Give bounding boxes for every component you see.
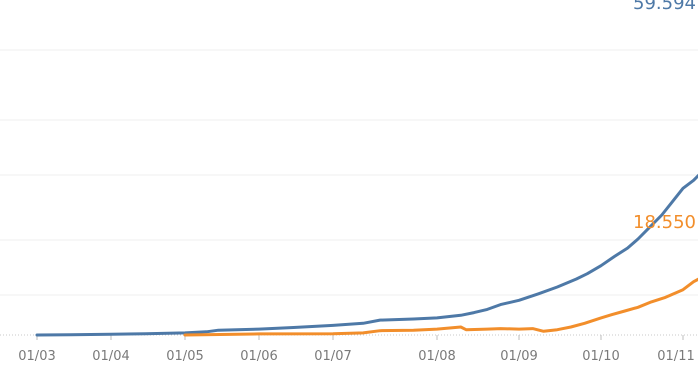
x-axis-ticks: 01/03 01/04 01/05 01/06 01/07 01/08 01/09 01/10… bbox=[18, 335, 695, 364]
x-tick-label: 01/05 bbox=[166, 349, 203, 364]
series-line-1 bbox=[35, 173, 698, 337]
series-end-label-2: 18.550 bbox=[633, 212, 696, 233]
x-tick-label: 01/08 bbox=[418, 349, 455, 364]
series-layer bbox=[35, 173, 698, 337]
x-tick-label: 01/09 bbox=[500, 349, 537, 364]
x-tick-label: 01/07 bbox=[314, 349, 351, 364]
x-tick-label: 01/04 bbox=[92, 349, 129, 364]
gridlines bbox=[0, 49, 698, 296]
x-tick-label: 01/03 bbox=[18, 349, 55, 364]
x-tick-label: 01/10 bbox=[582, 349, 619, 364]
series-end-label-1: 59.594 bbox=[633, 0, 696, 14]
end-labels: 59.594 18.550 bbox=[633, 0, 696, 233]
x-tick-label: 01/11 bbox=[657, 349, 694, 364]
series-line-2 bbox=[183, 277, 698, 337]
x-tick-label: 01/06 bbox=[240, 349, 277, 364]
